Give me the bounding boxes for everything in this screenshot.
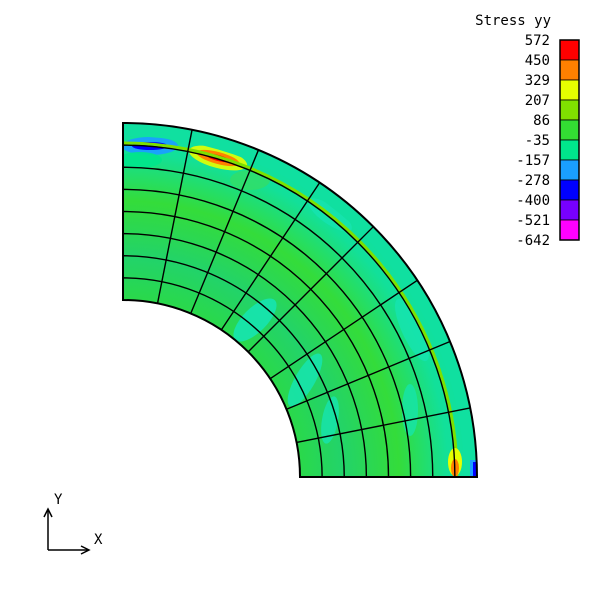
legend-swatch [559, 139, 580, 161]
legend-colorbar [559, 39, 580, 241]
legend-value: -278 [516, 173, 550, 189]
legend-swatch [559, 99, 580, 121]
axis-triad [43, 507, 91, 555]
mesh-radial-line [296, 407, 471, 444]
mesh-radial-line [269, 279, 418, 380]
y-axis-label: Y [54, 492, 63, 508]
legend-swatch [559, 119, 580, 141]
x-axis-label: X [94, 532, 103, 548]
stress-region-mid-c [402, 384, 418, 436]
legend-swatch [559, 219, 580, 241]
element-mesh [122, 129, 471, 478]
stress-region-inner-c [321, 396, 339, 444]
mesh-radial-line [247, 226, 374, 353]
mesh-radial-line [220, 182, 321, 331]
stress-region-mid-b [395, 298, 429, 362]
legend-frame [559, 39, 580, 241]
legend-value: 86 [533, 113, 550, 129]
legend-swatch [559, 39, 580, 61]
part-outline [122, 121, 479, 478]
legend-value: -35 [525, 133, 550, 149]
stress-region-inner-b [287, 353, 323, 407]
legend-title: Stress yy [475, 13, 551, 29]
stress-region-top-teal [123, 152, 162, 168]
stress-field [123, 123, 477, 477]
legend-swatch [559, 179, 580, 201]
legend-value: 450 [525, 53, 550, 69]
mesh-radial-line [286, 340, 451, 410]
legend-value: 207 [525, 93, 550, 109]
legend-swatch [559, 79, 580, 101]
stress-region-inner-a [233, 298, 277, 342]
legend-labels: 572 450 329 207 86 -35 -157 -278 -400 -521 -642 [516, 33, 550, 249]
legend-swatch [559, 159, 580, 181]
legend-value: 329 [525, 73, 550, 89]
mesh-radial-line [156, 129, 193, 304]
stress-region-bottom-negative-peak [473, 462, 477, 476]
mesh-radial-line [190, 149, 260, 314]
legend-value: 572 [525, 33, 550, 49]
x-axis-arrowhead [80, 545, 91, 555]
legend-swatch [559, 199, 580, 221]
legend-value: -642 [516, 233, 550, 249]
y-axis-arrowhead [43, 507, 53, 518]
legend-value: -157 [516, 153, 550, 169]
legend-value: -521 [516, 213, 550, 229]
legend-swatch [559, 59, 580, 81]
color-legend: Stress yy 572 450 329 207 86 -35 -157 -278 -400 -… [475, 13, 580, 249]
legend-value: -400 [516, 193, 550, 209]
